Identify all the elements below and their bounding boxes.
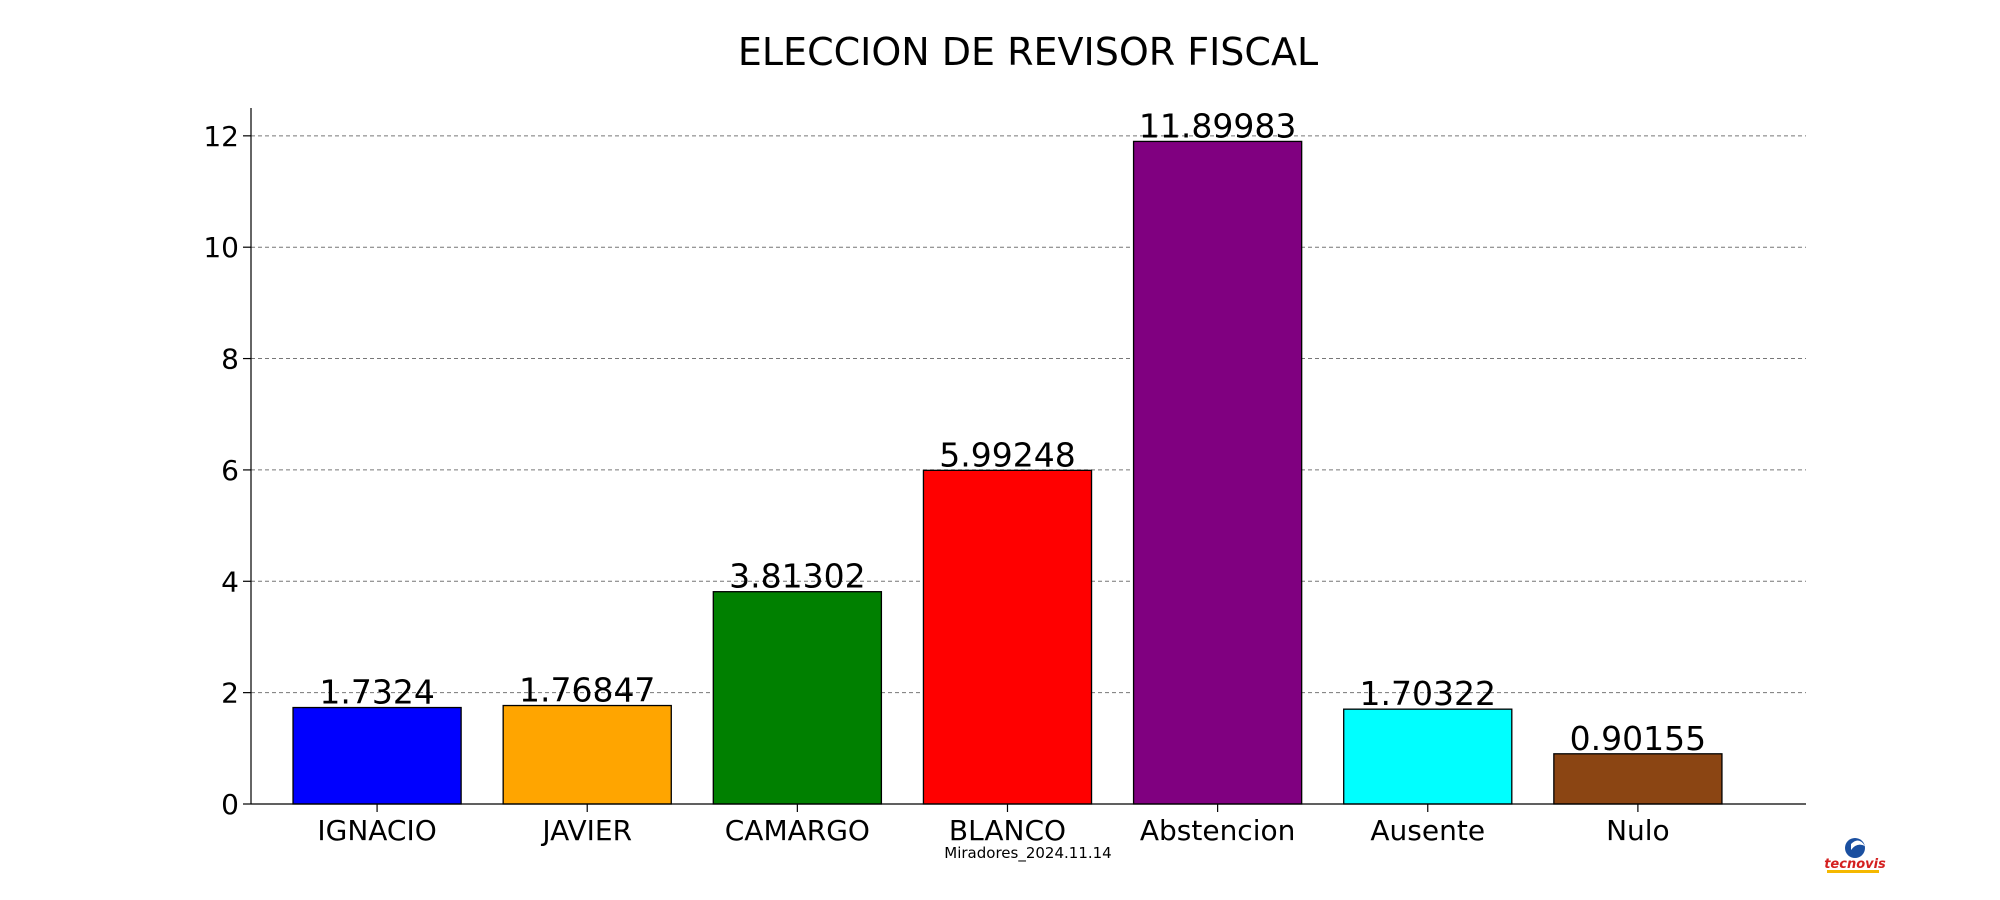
y-tick-label: 12 (203, 120, 239, 153)
data-label: 1.7324 (319, 673, 434, 712)
data-label: 1.76847 (519, 671, 655, 710)
x-tick-label: Abstencion (1140, 814, 1296, 847)
y-tick-label: 6 (221, 454, 239, 487)
y-tick-label: 0 (221, 788, 239, 821)
bars (292, 140, 1723, 805)
bar-ausente (1343, 708, 1513, 805)
bar-blanco (922, 469, 1093, 805)
y-tick-label: 10 (203, 231, 239, 264)
value-labels: 1.7324 1.76847 3.81302 5.99248 11.89983 1.703… (319, 106, 1706, 757)
bar-ignacio (292, 706, 462, 805)
data-label: 1.70322 (1360, 674, 1496, 713)
x-tick-label: Ausente (1370, 814, 1485, 847)
chart-title: ELECCION DE REVISOR FISCAL (738, 30, 1318, 74)
x-ticks: IGNACIO JAVIER CAMARGO BLANCO Abstencion Ause… (317, 804, 1670, 847)
data-label: 11.89983 (1139, 106, 1296, 145)
y-tick-label: 8 (221, 343, 239, 376)
x-tick-label: BLANCO (949, 814, 1066, 847)
x-tick-label: CAMARGO (725, 814, 870, 847)
bar-camargo (712, 591, 883, 805)
y-tick-label: 4 (221, 565, 239, 598)
bar-nulo (1553, 753, 1723, 805)
logo-underline (1827, 870, 1879, 873)
y-ticks: 0 2 4 6 8 10 12 (203, 120, 251, 821)
data-label: 5.99248 (939, 435, 1075, 474)
logo: tecnovis (1824, 838, 1886, 873)
globe-swoosh (1851, 840, 1865, 850)
bar-javier (502, 704, 672, 805)
bar-abstencion (1132, 140, 1303, 805)
x-tick-label: JAVIER (540, 814, 632, 847)
logo-text: tecnovis (1824, 857, 1886, 872)
data-label: 0.90155 (1570, 719, 1706, 758)
axes (250, 108, 1806, 805)
x-axis-label: Miradores_2024.11.14 (944, 844, 1111, 863)
y-tick-label: 2 (221, 677, 239, 710)
data-label: 3.81302 (729, 557, 865, 596)
x-tick-label: Nulo (1606, 814, 1670, 847)
globe-icon (1845, 838, 1865, 858)
x-tick-label: IGNACIO (317, 814, 436, 847)
